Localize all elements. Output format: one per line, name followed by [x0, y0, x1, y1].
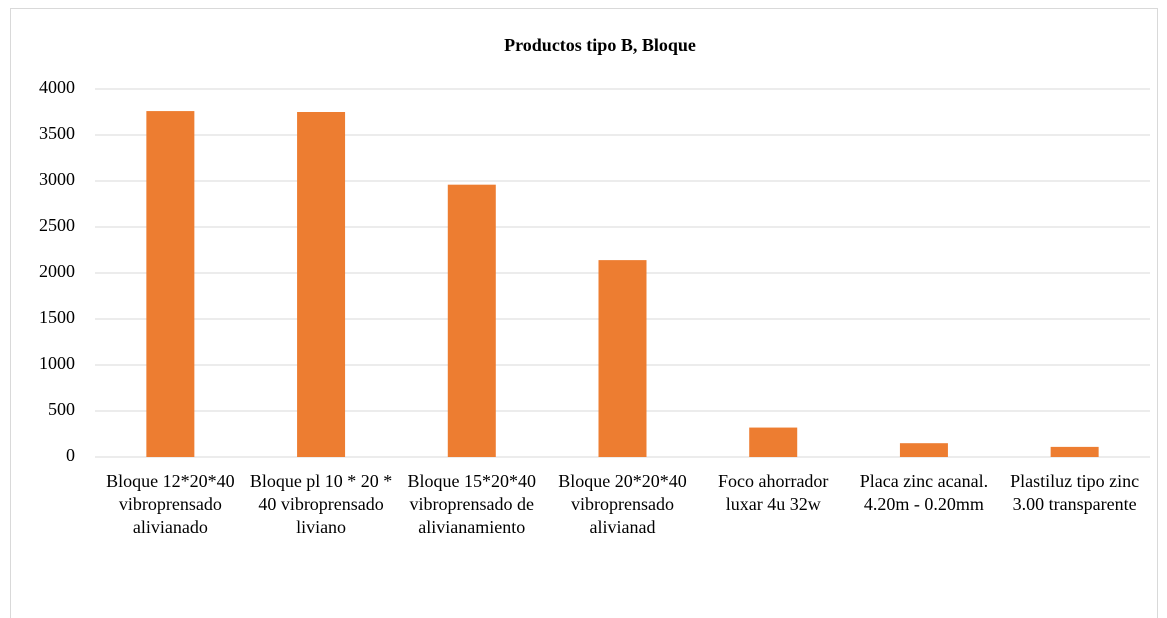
x-tick-label: Bloque pl 10 * 20 * 40 vibroprensado liv… — [249, 471, 393, 537]
y-tick-label: 3500 — [39, 123, 75, 143]
y-tick-label: 0 — [66, 445, 75, 465]
y-tick-label: 2500 — [39, 215, 75, 235]
x-tick-label: Bloque 12*20*40 vibroprensado alivianado — [106, 471, 235, 537]
y-tick-label: 4000 — [39, 77, 75, 97]
y-tick-label: 1500 — [39, 307, 75, 327]
x-tick-label: Plastiluz tipo zinc 3.00 transparente — [1010, 471, 1140, 514]
chart-border — [10, 8, 1158, 618]
x-tick-label: Foco ahorrador luxar 4u 32w — [717, 471, 829, 514]
y-tick-label: 3000 — [39, 169, 75, 189]
x-tick-label: Bloque 20*20*40 vibroprensado alivianad — [558, 471, 687, 537]
y-tick-label: 1000 — [39, 353, 75, 373]
x-tick-label: Bloque 15*20*40 vibroprensado de alivian… — [407, 471, 537, 537]
bar — [1050, 446, 1099, 457]
x-tick-label: Placa zinc acanal. 4.20m - 0.20mm — [859, 471, 989, 514]
chart-title: Productos tipo B, Bloque — [504, 35, 696, 55]
bar — [598, 260, 647, 457]
bar — [297, 112, 346, 457]
bar — [749, 427, 798, 457]
y-tick-label: 2000 — [39, 261, 75, 281]
bar — [899, 443, 948, 457]
bar — [447, 184, 496, 457]
y-tick-label: 500 — [48, 399, 75, 419]
bar — [146, 111, 195, 457]
